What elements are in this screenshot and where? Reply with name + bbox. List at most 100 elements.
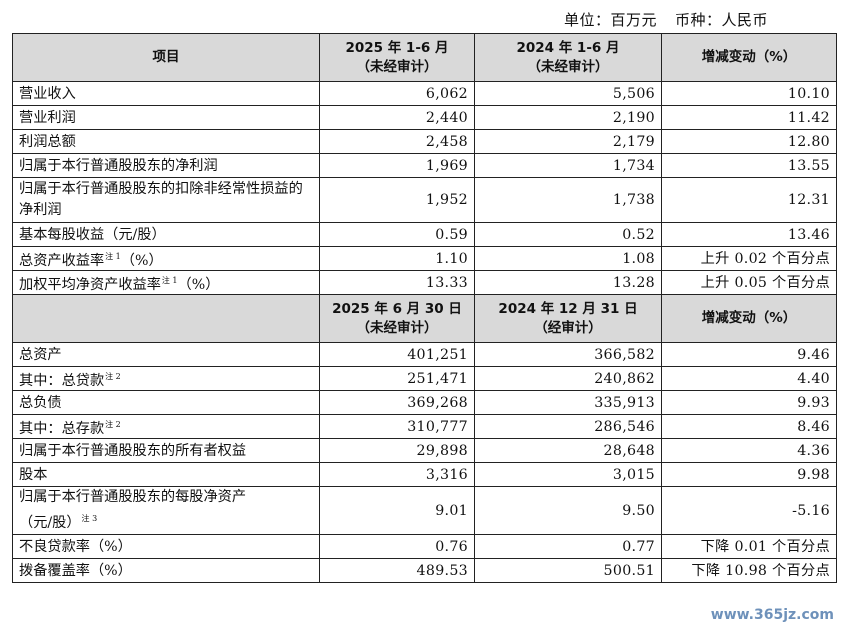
row-label: 总资产收益率注 1（%） [12,246,320,271]
table-row: 基本每股收益（元/股） 0.59 0.52 13.46 [12,222,837,247]
unit-line: 单位：百万元 币种：人民币 [564,9,768,30]
financial-summary-table: 项目 2025 年 1-6 月 （未经审计） 2024 年 1-6 月 （未经审计）… [12,33,837,583]
value-change: 8.46 [661,414,837,439]
header-subtext: （未经审计） [356,319,438,336]
header-change: 增减变动（%） [661,33,837,82]
header-text: 项目 [152,49,180,65]
row-label: 其中：总贷款注 2 [12,366,320,391]
value-change: 12.80 [661,129,837,154]
value-current: 489.53 [319,558,475,583]
value-prior: 366,582 [474,342,662,367]
table-row: 归属于本行普通股股东的净利润 1,969 1,734 13.55 [12,153,837,178]
value-current: 9.01 [319,486,475,535]
footnote-marker: 注 1 [105,251,121,261]
value-change: 9.98 [661,462,837,487]
value-current: 1,952 [319,177,475,223]
value-change: 4.40 [661,366,837,391]
row-label: 归属于本行普通股股东的所有者权益 [12,438,320,463]
value-change: 10.10 [661,81,837,106]
value-current: 13.33 [319,270,475,295]
table-row: 总资产收益率注 1（%） 1.10 1.08 上升 0.02 个百分点 [12,246,837,271]
value-prior: 5,506 [474,81,662,106]
value-prior: 240,862 [474,366,662,391]
header-text: 2024 年 12 月 31 日 [498,300,638,317]
value-change: 13.46 [661,222,837,247]
row-label-text: 加权平均净资产收益率 [19,276,161,293]
value-prior: 28,648 [474,438,662,463]
row-label: 营业利润 [12,105,320,130]
footnote-marker: 注 2 [105,371,121,381]
value-current: 1.10 [319,246,475,271]
header-period-prior: 2024 年 1-6 月 （未经审计） [474,33,662,82]
value-current: 0.59 [319,222,475,247]
row-label-unit: （%） [120,252,163,269]
value-prior: 2,190 [474,105,662,130]
header-text: 2025 年 6 月 30 日 [332,300,462,317]
table-row: 营业利润 2,440 2,190 11.42 [12,105,837,130]
row-label: 加权平均净资产收益率注 1（%） [12,270,320,295]
header-item: 项目 [12,33,320,82]
table-row: 不良贷款率（%） 0.76 0.77 下降 0.01 个百分点 [12,534,837,559]
value-change: 13.55 [661,153,837,178]
header-change: 增减变动（%） [661,294,837,343]
value-change: 9.93 [661,390,837,415]
table-row: 其中：总贷款注 2 251,471 240,862 4.40 [12,366,837,391]
row-label: 基本每股收益（元/股） [12,222,320,247]
table-row: 其中：总存款注 2 310,777 286,546 8.46 [12,414,837,439]
table-row: 股本 3,316 3,015 9.98 [12,462,837,487]
value-change: 上升 0.05 个百分点 [661,270,837,295]
site-watermark: www.365jz.com [710,607,834,623]
row-label: 不良贷款率（%） [12,534,320,559]
table-row: 归属于本行普通股股东的每股净资产 （元/股）注 3 9.01 9.50 -5.16 [12,486,837,535]
header-date-prior: 2024 年 12 月 31 日 （经审计） [474,294,662,343]
value-prior: 335,913 [474,390,662,415]
row-label: 营业收入 [12,81,320,106]
row-label: 总负债 [12,390,320,415]
row-label: 归属于本行普通股股东的净利润 [12,153,320,178]
header-text: 增减变动（%） [701,49,797,65]
header-item-empty [12,294,320,343]
value-current: 369,268 [319,390,475,415]
value-current: 401,251 [319,342,475,367]
value-prior: 1,734 [474,153,662,178]
value-current: 2,440 [319,105,475,130]
value-prior: 13.28 [474,270,662,295]
value-current: 6,062 [319,81,475,106]
value-prior: 500.51 [474,558,662,583]
row-label-text: 归属于本行普通股股东的每股净资产 [19,489,247,505]
value-change: 11.42 [661,105,837,130]
header-text: 2024 年 1-6 月 [516,39,620,56]
row-label: 利润总额 [12,129,320,154]
value-current: 29,898 [319,438,475,463]
footnote-marker: 注 1 [161,275,178,285]
value-prior: 286,546 [474,414,662,439]
header-date-current: 2025 年 6 月 30 日 （未经审计） [319,294,475,343]
row-label: 归属于本行普通股股东的每股净资产 （元/股）注 3 [12,486,320,535]
row-label-text: 总资产收益率 [19,252,105,269]
value-current: 0.76 [319,534,475,559]
value-change: 12.31 [661,177,837,223]
unit-label: 单位：百万元 [563,11,657,29]
row-label: 拨备覆盖率（%） [12,558,320,583]
value-change: 下降 0.01 个百分点 [661,534,837,559]
value-prior: 2,179 [474,129,662,154]
header-text: 增减变动（%） [701,310,797,326]
table-row: 归属于本行普通股股东的所有者权益 29,898 28,648 4.36 [12,438,837,463]
table-row: 利润总额 2,458 2,179 12.80 [12,129,837,154]
value-prior: 0.52 [474,222,662,247]
table-header-row: 项目 2025 年 1-6 月 （未经审计） 2024 年 1-6 月 （未经审计）… [12,33,837,82]
table-row: 加权平均净资产收益率注 1（%） 13.33 13.28 上升 0.05 个百分… [12,270,837,295]
value-prior: 1,738 [474,177,662,223]
value-current: 2,458 [319,129,475,154]
value-current: 251,471 [319,366,475,391]
value-prior: 1.08 [474,246,662,271]
table-row: 营业收入 6,062 5,506 10.10 [12,81,837,106]
value-change: 9.46 [661,342,837,367]
header-subtext: （经审计） [534,319,602,336]
footnote-marker: 注 3 [81,514,98,523]
value-prior: 3,015 [474,462,662,487]
value-change: 上升 0.02 个百分点 [661,246,837,271]
value-prior: 0.77 [474,534,662,559]
currency-label: 币种：人民币 [674,11,768,29]
table-row: 总负债 369,268 335,913 9.93 [12,390,837,415]
